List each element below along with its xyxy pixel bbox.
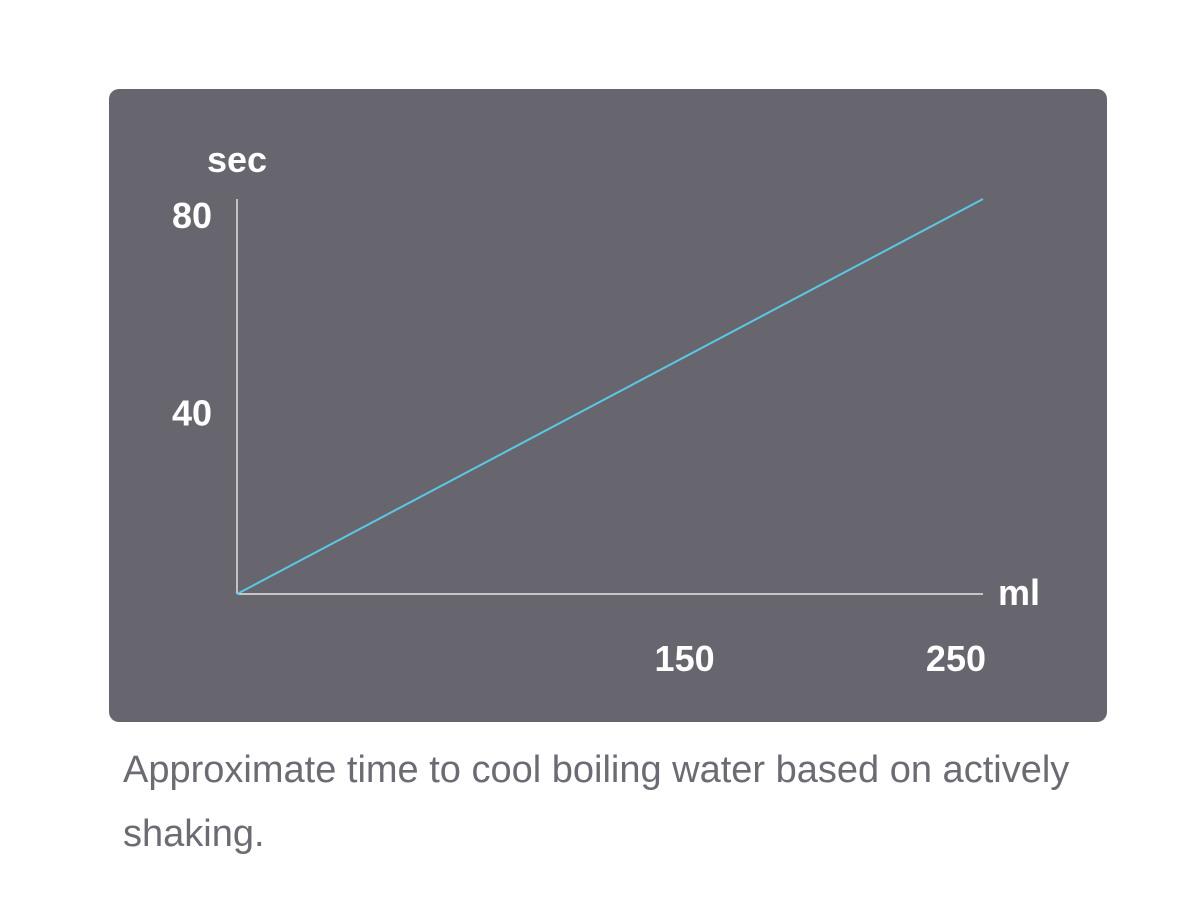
y-axis-label: sec [207,139,267,180]
x-axis-label: ml [998,572,1040,613]
y-tick-label: 40 [172,393,212,434]
series-layer [236,198,984,595]
chart-caption: Approximate time to cool boiling water b… [123,749,1070,855]
y-tick-labels: 40 80 [172,195,212,434]
x-tick-label: 150 [655,638,715,679]
y-tick-label: 80 [172,195,212,236]
series-line [236,198,984,595]
x-tick-label: 250 [926,638,986,679]
chart-panel [109,89,1107,722]
x-tick-labels: 150 250 [655,638,986,679]
